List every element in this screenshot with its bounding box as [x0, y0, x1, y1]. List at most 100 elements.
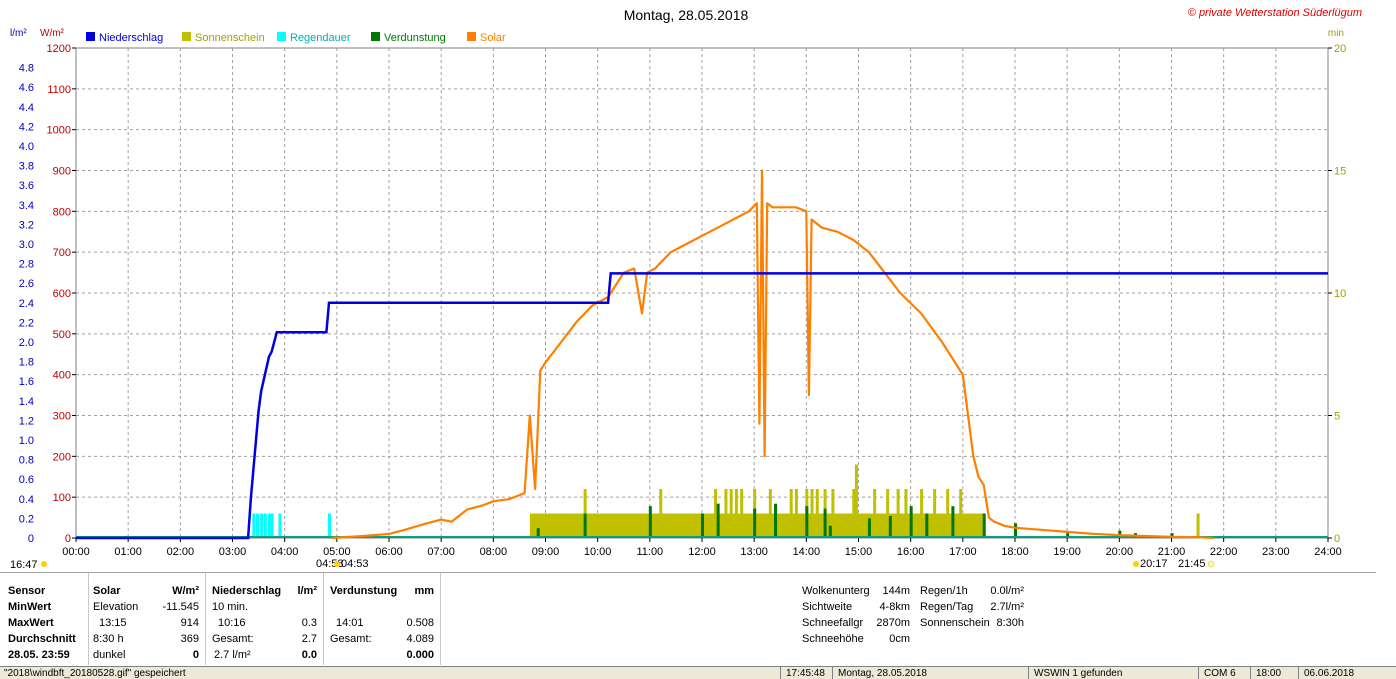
niederschlag-max-time: 10:16 — [218, 617, 246, 629]
verdunstung-unit: mm — [414, 585, 434, 597]
regendauer-bar — [256, 513, 260, 538]
niederschlag-total-label: Gesamt: — [212, 633, 254, 645]
niederschlag-column: Niederschlag l/m² 10 min. 10:16 0.3 Gesa… — [206, 573, 324, 665]
regendauer-bar — [260, 513, 264, 538]
legend-swatch-sonnenschein — [182, 32, 191, 41]
regendauer-bar — [278, 513, 282, 538]
sunset-time-label: 20:17 — [1140, 558, 1168, 570]
y-mid-tick-label: 0 — [65, 533, 71, 545]
sonnenschein-bar — [714, 489, 718, 538]
x-tick-label: 04:00 — [271, 546, 299, 558]
sonnenschein-bar — [831, 489, 835, 538]
y-left-tick-label: 3.2 — [19, 219, 34, 231]
niederschlag-line — [76, 272, 1328, 540]
time-markers: 16:47 04:58 04:53 20:17 21:45 — [10, 558, 1215, 571]
legend-swatch-niederschlag — [86, 32, 95, 41]
left-time-label: 16:47 — [10, 559, 38, 571]
x-tick-label: 20:00 — [1106, 546, 1134, 558]
y-left-tick-label: 1.6 — [19, 376, 34, 388]
y-left-tick-label: 1.2 — [19, 415, 34, 427]
solar-line — [331, 169, 1214, 540]
y-left-tick-label: 3.8 — [19, 161, 34, 173]
legend-label-regendauer: Regendauer — [290, 32, 351, 44]
x-tick-label: 24:00 — [1314, 546, 1342, 558]
niederschlag-last-value: 0.0 — [301, 649, 317, 661]
x-tick-label: 15:00 — [845, 546, 873, 558]
rain-label-1: Regen/Tag — [920, 601, 974, 613]
niederschlag-min-label: 10 min. — [212, 601, 249, 613]
status-today: 06.06.2018 — [1304, 668, 1355, 679]
x-tick-label: 05:00 — [323, 546, 351, 558]
status-clock: 18:00 — [1256, 668, 1282, 679]
sunrise-icon — [334, 561, 340, 567]
y-mid-tick-label: 500 — [53, 329, 71, 341]
y-mid-tick-label: 1000 — [47, 125, 71, 137]
y-right-unit: min — [1328, 28, 1344, 39]
sonnenschein-bar — [946, 489, 950, 538]
y-left-tick-label: 0 — [28, 533, 34, 545]
solar-header: Solar — [93, 585, 121, 597]
x-tick-label: 19:00 — [1053, 546, 1081, 558]
y-mid-tick-label: 300 — [53, 411, 71, 423]
sonnenschein-bar — [959, 489, 963, 538]
solar-max-time: 13:15 — [99, 617, 127, 629]
sonnenschein-bar — [659, 489, 663, 538]
verdunstung-bar — [583, 513, 587, 538]
sonnenschein-bar — [724, 489, 728, 538]
sonnenschein-bar — [794, 489, 798, 538]
sensor-max-label: MaxWert — [8, 617, 54, 629]
y-left-tick-label: 3.4 — [19, 200, 34, 212]
verdunstung-last-value: 0.000 — [406, 649, 434, 661]
niederschlag-total-value: 2.7 — [301, 633, 317, 645]
verdunstung-bar — [1170, 533, 1174, 538]
verdunstung-bar — [701, 513, 704, 538]
legend-label-sonnenschein: Sonnenschein — [195, 32, 265, 44]
verdunstung-bar — [805, 506, 809, 538]
sun-icon — [41, 561, 47, 567]
x-tick-label: 09:00 — [532, 546, 560, 558]
y-left-tick-label: 0.4 — [19, 494, 34, 506]
rain-label-0: Regen/1h — [920, 585, 968, 597]
sonnenschein-bar — [852, 489, 856, 538]
chart-title: Montag, 28.05.2018 — [624, 7, 749, 23]
rain-value-1: 2.7l/m² — [990, 601, 1024, 613]
sensor-column: Sensor MinWert MaxWert Durchschnitt 28.0… — [0, 573, 89, 665]
dusk-icon — [1207, 560, 1215, 568]
rain-value-2: 8:30h — [996, 617, 1024, 629]
verdunstung-bar — [925, 513, 929, 538]
verdunstung-bar — [909, 506, 913, 538]
y-mid-tick-label: 100 — [53, 492, 71, 504]
verdunstung-bar — [828, 525, 832, 538]
x-tick-label: 01:00 — [114, 546, 142, 558]
verdunstung-bar — [867, 518, 871, 538]
verdunstung-bar — [823, 508, 827, 538]
verdunstung-bar — [982, 513, 986, 538]
sensor-header: Sensor — [8, 585, 46, 597]
verdunstung-bar — [1014, 523, 1017, 538]
y-left-tick-label: 0.6 — [19, 474, 34, 486]
status-date: Montag, 28.05.2018 — [838, 668, 927, 679]
weather-value-3: 0cm — [889, 633, 910, 645]
verdunstung-bar — [1066, 533, 1070, 538]
x-tick-label: 16:00 — [897, 546, 925, 558]
solar-last-label: dunkel — [93, 649, 126, 661]
weather-label-2: Schneefallgr — [802, 617, 864, 629]
verdunstung-max-time: 14:01 — [336, 617, 364, 629]
grid — [76, 48, 1328, 538]
y-mid-axis: 0 100 200 300 400 500 600 700 800 900 1000 1100 1200 — [47, 43, 76, 545]
y-left-tick-label: 4.6 — [19, 82, 34, 94]
x-tick-label: 00:00 — [62, 546, 90, 558]
sensor-avg-label: Durchschnitt — [8, 633, 76, 645]
x-tick-label: 07:00 — [427, 546, 455, 558]
legend: Niederschlag Sonnenschein Regendauer Ver… — [86, 32, 506, 44]
weather-value-1: 4-8km — [879, 601, 910, 613]
y-right-axis: 0 5 10 15 20 — [1328, 43, 1346, 545]
solar-min-label: Elevation — [93, 601, 139, 613]
verdunstung-total-label: Gesamt: — [330, 633, 372, 645]
solar-last-value: 0 — [192, 649, 199, 661]
sonnenschein-bar — [886, 489, 890, 538]
rain-label-2: Sonnenschein — [920, 617, 990, 629]
sonnenschein-bar — [815, 489, 819, 538]
sonnenschein-bar — [920, 489, 924, 538]
y-left-tick-label: 1.0 — [19, 435, 34, 447]
